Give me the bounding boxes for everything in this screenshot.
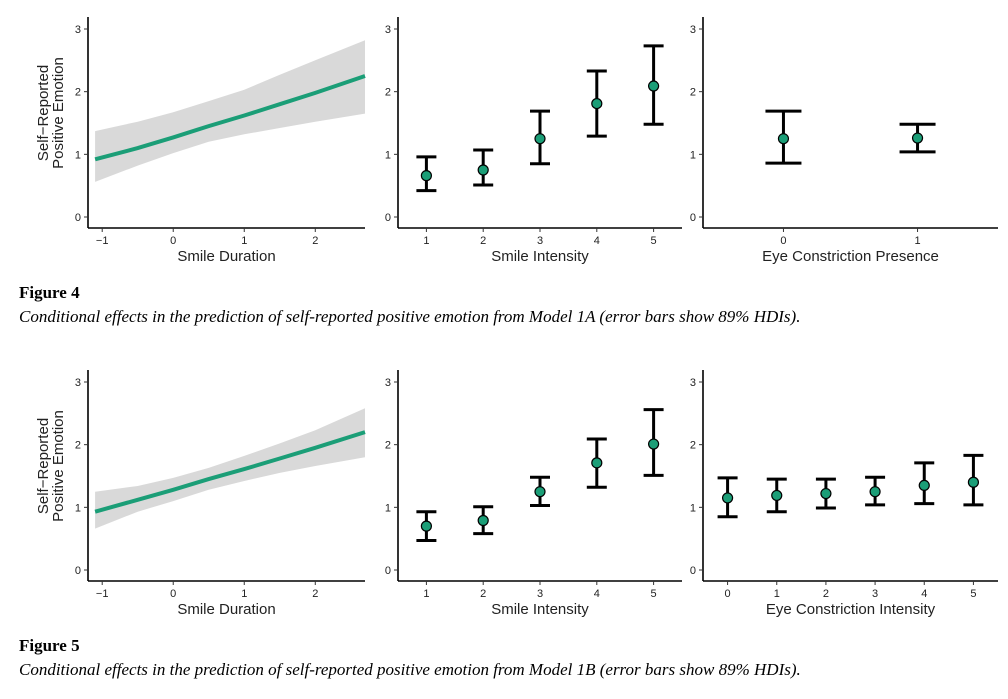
data-point bbox=[820, 487, 832, 500]
y-tick-label: 0 bbox=[75, 565, 81, 577]
chart-eye-constriction-intensity-1b: 0 1 2 3 0 1 2 3 4 5 Eye Constriction Intensity bbox=[690, 370, 998, 618]
data-point bbox=[648, 438, 660, 450]
x-tick-label: 0 bbox=[170, 235, 176, 247]
y-tick-label: 2 bbox=[75, 440, 81, 452]
x-tick-label: 1 bbox=[914, 235, 920, 247]
y-tick-label: 3 bbox=[690, 377, 696, 389]
y-tick-label: 1 bbox=[690, 149, 696, 161]
x-tick-label: 4 bbox=[921, 588, 927, 600]
data-point bbox=[869, 486, 881, 498]
x-tick-label: −1 bbox=[96, 588, 109, 600]
data-point bbox=[420, 170, 433, 182]
data-point bbox=[534, 486, 546, 498]
y-tick-label: 1 bbox=[385, 502, 391, 514]
x-tick-label: 0 bbox=[780, 235, 786, 247]
figure-caption: Conditional effects in the prediction of… bbox=[19, 660, 801, 679]
x-axis-label: Smile Duration bbox=[177, 601, 275, 618]
y-tick-label: 2 bbox=[75, 87, 81, 99]
y-tick-label: 3 bbox=[75, 24, 81, 36]
y-tick-label: 1 bbox=[75, 149, 81, 161]
x-tick-label: 1 bbox=[774, 588, 780, 600]
x-tick-label: 1 bbox=[241, 235, 247, 247]
x-axis-label: Smile Intensity bbox=[491, 601, 589, 618]
y-tick-label: 2 bbox=[690, 440, 696, 452]
x-tick-label: 5 bbox=[970, 588, 976, 600]
y-tick-label: 3 bbox=[385, 24, 391, 36]
y-axis-label-line: Positive Emotion bbox=[50, 410, 67, 522]
y-tick-label: 3 bbox=[75, 377, 81, 389]
y-tick-label: 0 bbox=[690, 565, 696, 577]
y-tick-label: 1 bbox=[385, 149, 391, 161]
data-point bbox=[648, 80, 660, 92]
confidence-ribbon bbox=[95, 408, 365, 529]
x-axis-label: Eye Constriction Intensity bbox=[766, 601, 936, 618]
data-point bbox=[591, 457, 603, 469]
figure-4: 0 1 2 3 −1 0 1 2 Smile Duration Self−Reported Posi… bbox=[0, 0, 1008, 340]
data-point bbox=[420, 520, 433, 532]
data-point bbox=[771, 489, 783, 502]
x-tick-label: 1 bbox=[241, 588, 247, 600]
data-point bbox=[477, 514, 489, 527]
x-tick-label: 5 bbox=[651, 235, 657, 247]
chart-smile-intensity-1b: 0 1 2 3 1 2 3 4 5 Smile Intensity bbox=[385, 370, 682, 618]
y-axis-label-line: Self−Reported bbox=[35, 65, 52, 161]
data-point bbox=[967, 476, 980, 488]
y-tick-label: 2 bbox=[385, 87, 391, 99]
figure-4-panels: 0 1 2 3 −1 0 1 2 Smile Duration Self−Reported Posi… bbox=[0, 0, 1008, 270]
y-tick-label: 3 bbox=[690, 24, 696, 36]
series-line bbox=[94, 430, 366, 514]
x-tick-label: −1 bbox=[96, 235, 109, 247]
y-axis-label-line: Self−Reported bbox=[35, 418, 52, 514]
x-tick-label: 1 bbox=[423, 235, 429, 247]
data-point bbox=[777, 133, 790, 145]
x-tick-label: 2 bbox=[312, 588, 318, 600]
y-tick-label: 3 bbox=[385, 377, 391, 389]
x-tick-label: 2 bbox=[312, 235, 318, 247]
data-point bbox=[721, 492, 734, 504]
data-point bbox=[534, 133, 546, 145]
x-tick-label: 2 bbox=[480, 588, 486, 600]
data-point bbox=[918, 479, 930, 491]
y-tick-label: 0 bbox=[75, 212, 81, 224]
chart-smile-intensity-1a: 0 1 2 3 1 2 3 4 5 Smile Intensity bbox=[385, 17, 682, 265]
x-axis-label: Eye Constriction Presence bbox=[762, 248, 939, 265]
y-tick-label: 0 bbox=[690, 212, 696, 224]
y-tick-label: 0 bbox=[385, 565, 391, 577]
data-point bbox=[591, 97, 603, 110]
figure-5: 0 1 2 3 −1 0 1 2 Smile Duration Self−Reported Posi… bbox=[0, 353, 1008, 699]
x-axis-label: Smile Intensity bbox=[491, 248, 589, 265]
x-tick-label: 0 bbox=[725, 588, 731, 600]
series-line bbox=[94, 74, 366, 162]
x-tick-label: 3 bbox=[537, 235, 543, 247]
x-tick-label: 3 bbox=[872, 588, 878, 600]
x-tick-label: 2 bbox=[480, 235, 486, 247]
x-tick-label: 2 bbox=[823, 588, 829, 600]
figure-title: Figure 5 bbox=[19, 636, 80, 655]
x-tick-label: 1 bbox=[423, 588, 429, 600]
confidence-ribbon bbox=[95, 40, 365, 182]
x-tick-label: 3 bbox=[537, 588, 543, 600]
x-tick-label: 4 bbox=[594, 588, 600, 600]
data-point bbox=[477, 164, 489, 176]
y-axis-label-line: Positive Emotion bbox=[50, 57, 67, 169]
figure-caption: Conditional effects in the prediction of… bbox=[19, 307, 801, 326]
x-axis-label: Smile Duration bbox=[177, 248, 275, 265]
figure-title: Figure 4 bbox=[19, 283, 80, 302]
y-tick-label: 2 bbox=[690, 87, 696, 99]
x-tick-label: 4 bbox=[594, 235, 600, 247]
figure-5-panels: 0 1 2 3 −1 0 1 2 Smile Duration Self−Reported Posi… bbox=[0, 353, 1008, 623]
data-point bbox=[911, 132, 924, 144]
chart-smile-duration-1a: 0 1 2 3 −1 0 1 2 Smile Duration Self−ReportedPosi… bbox=[35, 17, 366, 265]
y-tick-label: 1 bbox=[690, 502, 696, 514]
y-tick-label: 1 bbox=[75, 502, 81, 514]
y-tick-label: 2 bbox=[385, 440, 391, 452]
x-tick-label: 0 bbox=[170, 588, 176, 600]
chart-smile-duration-1b: 0 1 2 3 −1 0 1 2 Smile Duration Self−ReportedPosi… bbox=[35, 370, 366, 618]
x-tick-label: 5 bbox=[651, 588, 657, 600]
y-tick-label: 0 bbox=[385, 212, 391, 224]
